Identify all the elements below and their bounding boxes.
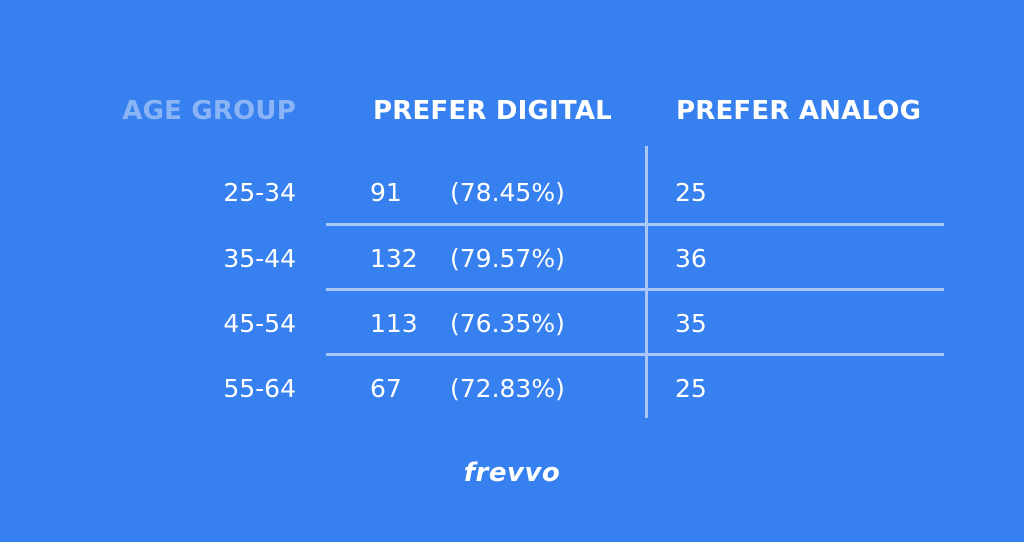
analog-count-cell: 25 xyxy=(675,178,707,207)
analog-count-cell: 25 xyxy=(675,374,707,403)
digital-percent-cell: (72.83%) xyxy=(450,374,565,403)
age-group-cell: 45-54 xyxy=(223,309,296,338)
digital-percent-cell: (76.35%) xyxy=(450,309,565,338)
table-row: 35-44 132 (79.57%) 36 xyxy=(0,226,1024,291)
analog-count-cell: 35 xyxy=(675,309,707,338)
table-row: 55-64 67 (72.83%) 25 xyxy=(0,356,1024,421)
frevvo-logo: frevvo xyxy=(463,458,561,488)
age-group-cell: 35-44 xyxy=(223,244,296,273)
row-divider xyxy=(326,288,944,291)
row-divider xyxy=(326,353,944,356)
header-prefer-digital: PREFER DIGITAL xyxy=(373,96,612,126)
table-row: 25-34 91 (78.45%) 25 xyxy=(0,160,1024,225)
digital-percent-cell: (79.57%) xyxy=(450,244,565,273)
digital-percent-cell: (78.45%) xyxy=(450,178,565,207)
header-prefer-analog: PREFER ANALOG xyxy=(676,96,922,126)
age-group-cell: 55-64 xyxy=(223,374,296,403)
digital-count-cell: 91 xyxy=(370,178,402,207)
row-divider xyxy=(326,223,944,226)
table-row: 45-54 113 (76.35%) 35 xyxy=(0,291,1024,356)
column-divider xyxy=(645,146,648,418)
digital-count-cell: 113 xyxy=(370,309,418,338)
digital-count-cell: 67 xyxy=(370,374,402,403)
digital-count-cell: 132 xyxy=(370,244,418,273)
age-group-cell: 25-34 xyxy=(223,178,296,207)
analog-count-cell: 36 xyxy=(675,244,707,273)
header-age-group: AGE GROUP xyxy=(122,96,296,126)
